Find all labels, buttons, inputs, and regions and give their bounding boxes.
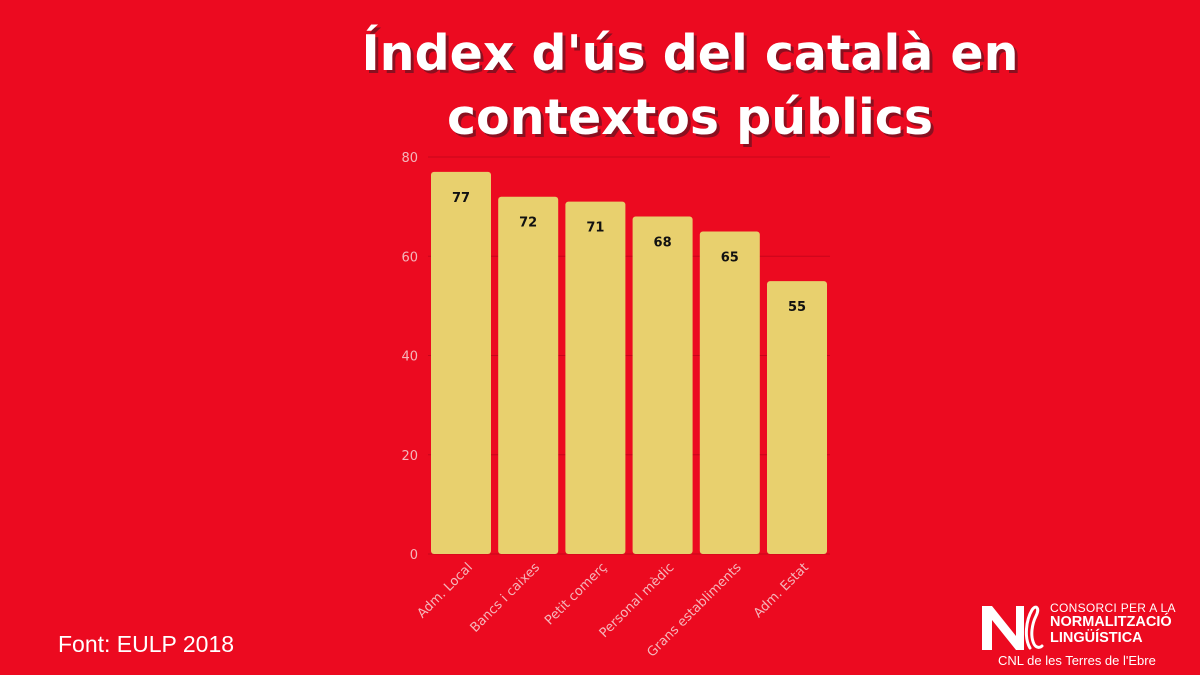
y-axis: 0 20 40 60 80 [401, 151, 418, 563]
cnl-logo-icon [982, 605, 1044, 650]
chart-gridlines [428, 156, 830, 555]
source-note: Font: EULP 2018 [58, 631, 235, 657]
logo-subtitle: CNL de les Terres de l'Ebre [998, 653, 1156, 668]
bar [431, 171, 491, 554]
x-tick-label: Petit comerç [542, 560, 610, 628]
bar [565, 201, 626, 554]
data-label: 77 [452, 191, 470, 206]
bar [498, 196, 559, 554]
y-tick-label: 20 [401, 449, 418, 464]
data-label: 71 [586, 221, 604, 236]
y-tick-label: 40 [401, 350, 418, 365]
cnl-logo: CONSORCI PER A LA NORMALITZACIÓ LINGÜÍST… [976, 598, 1186, 672]
data-label: 55 [788, 300, 806, 315]
data-label: 68 [654, 236, 672, 251]
page-title: Índex d'ús del català en contextos públi… [300, 22, 1080, 150]
data-labels: 77 72 71 68 65 55 [452, 191, 806, 315]
bar [632, 216, 693, 555]
logo-line-1: CONSORCI PER A LA [1050, 601, 1176, 615]
x-tick-label: Bancs i caixes [468, 560, 544, 636]
data-label: 72 [519, 216, 537, 231]
x-tick-label: Adm. Estat [751, 560, 812, 621]
logo-line-3: LINGÜÍSTICA [1050, 630, 1143, 646]
title-line-2: contextos públics [446, 89, 933, 146]
y-tick-label: 80 [401, 151, 418, 166]
data-label: 65 [721, 250, 739, 265]
y-tick-label: 0 [410, 548, 418, 563]
bars [431, 171, 827, 555]
title-line-1: Índex d'ús del català en [361, 25, 1019, 82]
y-tick-label: 60 [401, 250, 418, 265]
logo-line-2: NORMALITZACIÓ [1050, 614, 1172, 630]
bar [767, 281, 827, 554]
bar [699, 231, 760, 554]
x-tick-label: Adm. Local [415, 560, 476, 621]
